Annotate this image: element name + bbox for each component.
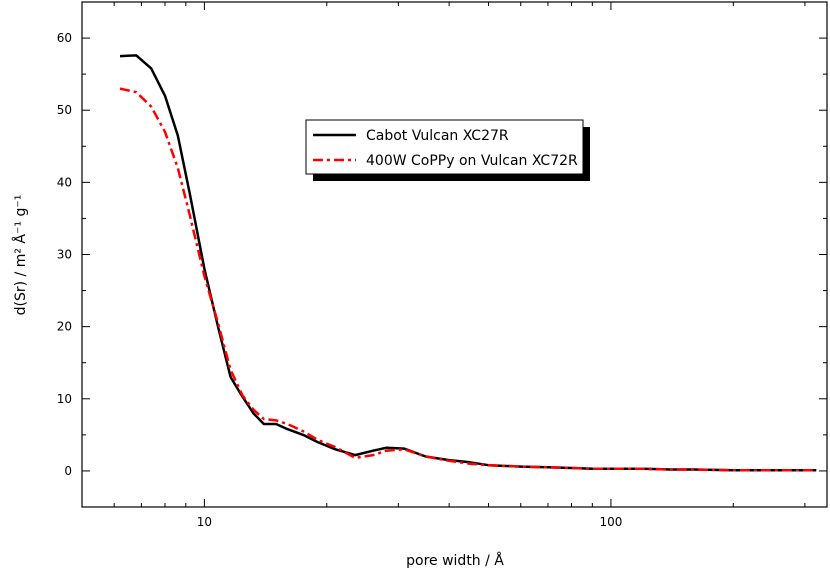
series-lines [119,54,817,472]
y-tick-label: 10 [57,392,72,406]
legend-box [305,119,584,175]
x-tick-label: 100 [599,515,622,529]
x-tick-label: 10 [197,515,212,529]
y-tick-label: 60 [57,31,72,45]
y-tick-label: 20 [57,320,72,334]
y-tick-label: 50 [57,103,72,117]
legend-label-cabot: Cabot Vulcan XC27R [366,128,509,144]
legend-label-coppy: 400W CoPPy on Vulcan XC72R [366,153,578,169]
series-line-1 [119,87,817,472]
y-axis-title: d(Sr) / m² Å⁻¹ g⁻¹ [12,195,29,316]
series-line-0 [119,54,817,472]
axis-tick-labels: 0 10 20 30 40 50 60 10 100 [57,31,623,529]
x-axis-title: pore width / Å [406,552,504,569]
axis-ticks [81,1,827,508]
y-tick-label: 0 [64,464,72,478]
y-tick-label: 30 [57,248,72,262]
plot-frame [81,1,828,508]
y-tick-label: 40 [57,175,72,189]
legend: Cabot Vulcan XC27R 400W CoPPy on Vulcan … [305,119,590,181]
